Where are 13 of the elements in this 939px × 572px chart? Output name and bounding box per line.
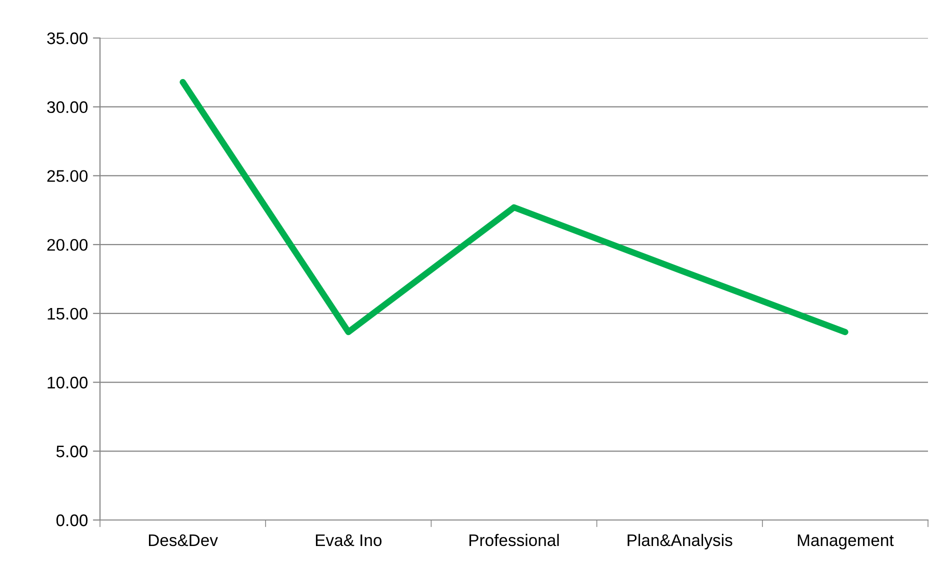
x-tick-label: Eva& Ino: [316, 534, 382, 546]
y-tick-label: 20.00: [47, 238, 88, 251]
y-tick-label: 15.00: [48, 308, 88, 320]
y-tick-label: 35.00: [47, 32, 88, 44]
x-tick-label: Management: [798, 534, 894, 550]
y-tick-label: 5.00: [56, 446, 88, 458]
x-tick-label: Des&Dev: [148, 534, 218, 546]
x-tick-label: Professional: [470, 534, 559, 546]
x-tick-label: Plan&Analysis: [628, 534, 732, 550]
y-tick-label: 10.00: [48, 376, 88, 388]
y-tick-label: 30.00: [47, 101, 88, 114]
y-tick-label: 0.00: [56, 514, 88, 526]
y-tick-label: 25.00: [47, 170, 88, 182]
